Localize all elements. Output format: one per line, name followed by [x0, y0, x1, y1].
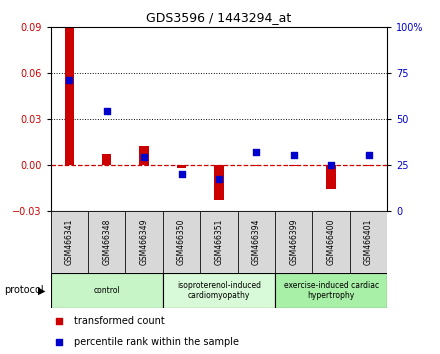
Point [103, 108, 110, 114]
Text: percentile rank within the sample: percentile rank within the sample [74, 337, 239, 347]
Bar [177, 165, 186, 168]
Bar [163, 273, 275, 308]
Text: transformed count: transformed count [74, 316, 165, 326]
Text: exercise-induced cardiac
hypertrophy: exercise-induced cardiac hypertrophy [283, 281, 379, 300]
Text: GSM466351: GSM466351 [214, 218, 224, 265]
Text: GSM466394: GSM466394 [252, 218, 261, 265]
Text: isoproterenol-induced
cardiomyopathy: isoproterenol-induced cardiomyopathy [177, 281, 261, 300]
Text: GSM466400: GSM466400 [326, 218, 336, 265]
Text: control: control [93, 286, 120, 295]
Bar [51, 273, 163, 308]
Text: GSM466341: GSM466341 [65, 218, 74, 265]
Bar [364, 165, 373, 166]
Point [216, 177, 223, 182]
Point [141, 154, 148, 160]
Bar [125, 211, 163, 273]
Point [327, 162, 335, 167]
Bar [139, 146, 149, 165]
Bar [252, 165, 261, 166]
Text: GSM466350: GSM466350 [177, 218, 186, 265]
Point [365, 153, 372, 158]
Bar [65, 23, 74, 165]
Text: ▶: ▶ [38, 285, 46, 295]
Bar [326, 165, 336, 189]
Point [55, 339, 62, 345]
Point [290, 153, 297, 158]
Point [55, 318, 62, 324]
Bar [275, 273, 387, 308]
Point [253, 149, 260, 155]
Bar [312, 211, 350, 273]
Bar [238, 211, 275, 273]
Point [178, 171, 185, 177]
Bar [289, 165, 298, 166]
Text: GSM466399: GSM466399 [289, 218, 298, 265]
Text: GSM466401: GSM466401 [364, 218, 373, 265]
Bar [102, 154, 111, 165]
Point [66, 77, 73, 83]
Bar [350, 211, 387, 273]
Title: GDS3596 / 1443294_at: GDS3596 / 1443294_at [146, 11, 292, 24]
Bar [214, 165, 224, 200]
Bar [163, 211, 200, 273]
Bar [275, 211, 312, 273]
Bar [51, 211, 88, 273]
Text: protocol: protocol [4, 285, 44, 295]
Text: GSM466348: GSM466348 [102, 218, 111, 265]
Bar [88, 211, 125, 273]
Text: GSM466349: GSM466349 [139, 218, 149, 265]
Bar [200, 211, 238, 273]
